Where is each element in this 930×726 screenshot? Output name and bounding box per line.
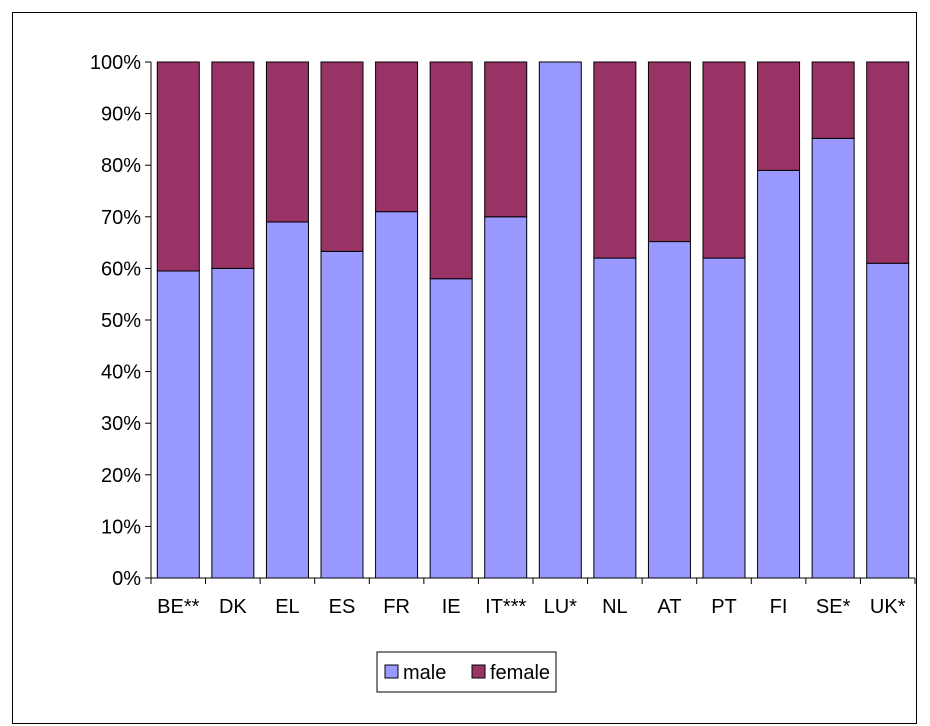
x-tick-label: NL bbox=[602, 596, 628, 618]
x-tick-label: DK bbox=[219, 596, 247, 618]
x-tick-label: LU* bbox=[544, 596, 578, 618]
x-tick-label: BE** bbox=[157, 596, 199, 618]
x-tick-label: IE bbox=[442, 596, 461, 618]
y-tick-label: 70% bbox=[101, 207, 141, 229]
bar-male-AT bbox=[647, 241, 691, 579]
bar-female-SE bbox=[811, 61, 855, 139]
x-tick-label: SE* bbox=[816, 596, 851, 618]
bar-male-LU bbox=[538, 61, 582, 579]
bar-female-ES bbox=[320, 61, 364, 252]
bar-male-ES bbox=[320, 250, 364, 579]
bar-female-EL bbox=[265, 61, 309, 223]
bar-male-DK bbox=[211, 267, 255, 579]
chart-frame: 0% 10% 20% 30% 40% 50% 60% 70% 80% 90% 100% BE** DK… bbox=[12, 12, 917, 724]
y-tick-label: 10% bbox=[101, 516, 141, 538]
legend: male female bbox=[376, 651, 557, 693]
bar-male-EL bbox=[265, 221, 309, 579]
x-tick-label: EL bbox=[275, 596, 299, 618]
bar-female-DK bbox=[211, 61, 255, 269]
y-tick-label: 20% bbox=[101, 465, 141, 487]
bar-female-PT bbox=[702, 61, 746, 259]
bar-female-AT bbox=[647, 61, 691, 243]
legend-swatch-female bbox=[471, 664, 486, 679]
bar-female-NL bbox=[593, 61, 637, 259]
legend-label-male: male bbox=[403, 662, 446, 684]
bars bbox=[156, 61, 910, 579]
bar-male-PT bbox=[702, 257, 746, 579]
bar-male-IT bbox=[484, 216, 528, 579]
x-tick-label: FI bbox=[770, 596, 788, 618]
bar-male-FI bbox=[757, 169, 801, 579]
y-tick-label: 60% bbox=[101, 258, 141, 280]
y-tick-label: 0% bbox=[112, 568, 141, 590]
legend-swatch-male bbox=[384, 664, 399, 679]
bar-male-FR bbox=[375, 211, 419, 579]
y-tick-label: 30% bbox=[101, 413, 141, 435]
x-tick-label: ES bbox=[329, 596, 356, 618]
y-tick-label: 90% bbox=[101, 104, 141, 126]
y-tick-label: 50% bbox=[101, 310, 141, 332]
y-axis: 0% 10% 20% 30% 40% 50% 60% 70% 80% 90% 100% bbox=[90, 52, 152, 590]
x-tick-label: PT bbox=[711, 596, 737, 618]
x-tick-label: UK* bbox=[870, 596, 906, 618]
bar-female-IE bbox=[429, 61, 473, 280]
x-axis: BE** DK EL ES FR IE IT*** LU* NL AT PT FI SE* UK* bbox=[150, 577, 916, 618]
y-tick-label: 40% bbox=[101, 362, 141, 384]
bar-female-IT bbox=[484, 61, 528, 218]
bar-male-BE bbox=[156, 270, 200, 579]
x-tick-label: IT*** bbox=[485, 596, 526, 618]
y-tick-label: 80% bbox=[101, 155, 141, 177]
bar-female-BE bbox=[156, 61, 200, 272]
x-tick-label: AT bbox=[657, 596, 681, 618]
bar-female-UK bbox=[866, 61, 910, 264]
bar-female-FR bbox=[375, 61, 419, 213]
x-tick-label: FR bbox=[383, 596, 410, 618]
y-tick-label: 100% bbox=[90, 52, 141, 74]
stacked-bar-chart: 0% 10% 20% 30% 40% 50% 60% 70% 80% 90% 100% BE** DK… bbox=[90, 52, 916, 693]
bar-female-FI bbox=[757, 61, 801, 171]
bar-male-SE bbox=[811, 137, 855, 579]
legend-box bbox=[376, 651, 557, 693]
bar-male-UK bbox=[866, 262, 910, 579]
bar-male-IE bbox=[429, 278, 473, 579]
bar-male-NL bbox=[593, 257, 637, 579]
legend-label-female: female bbox=[490, 662, 550, 684]
